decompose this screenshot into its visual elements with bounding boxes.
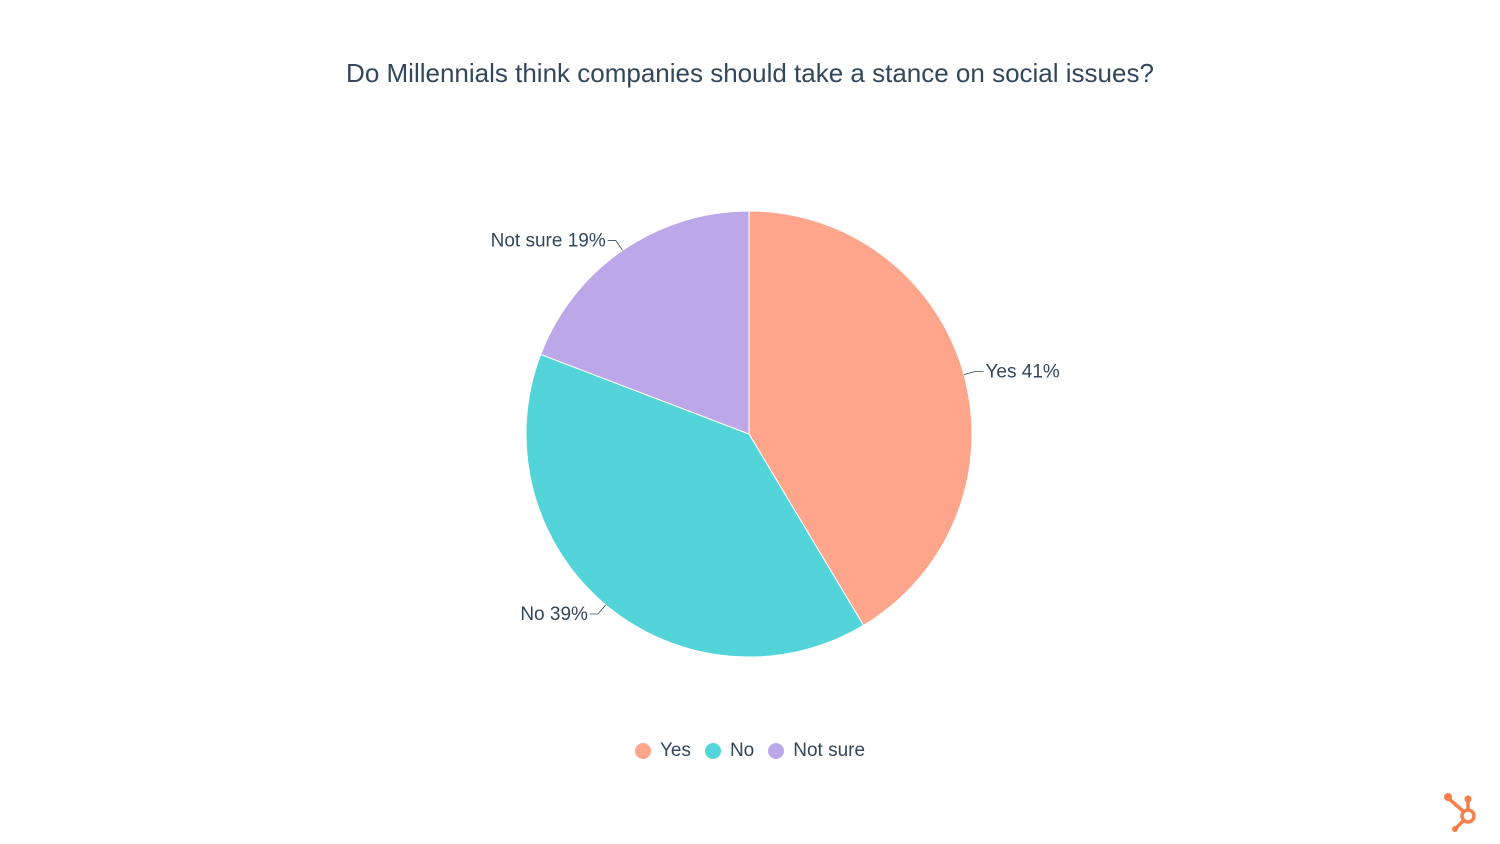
legend-item-no[interactable]: No	[704, 740, 755, 762]
leader-line	[589, 604, 606, 615]
legend-swatch	[634, 743, 651, 759]
pie-slice-no[interactable]	[525, 353, 865, 658]
legend-item-yes[interactable]: Yes	[634, 740, 691, 762]
legend-swatch	[704, 743, 721, 759]
chart-title: Do Millennials think companies should ta…	[346, 58, 1154, 88]
hubspot-logo	[1444, 793, 1476, 832]
leader-line	[963, 370, 984, 375]
legend-label: No	[729, 740, 755, 761]
legend: Yes No Not sure	[0, 740, 1500, 762]
data-label: Not sure 19%	[491, 230, 606, 251]
legend-label: Yes	[659, 740, 691, 761]
data-label: No 39%	[520, 604, 588, 625]
legend-item-not-sure[interactable]: Not sure	[768, 740, 865, 762]
data-label: Yes 41%	[986, 361, 1060, 382]
legend-swatch	[768, 743, 785, 759]
legend-label: Not sure	[793, 740, 866, 761]
pie-slice-yes[interactable]	[748, 210, 973, 627]
leader-line	[607, 240, 623, 251]
